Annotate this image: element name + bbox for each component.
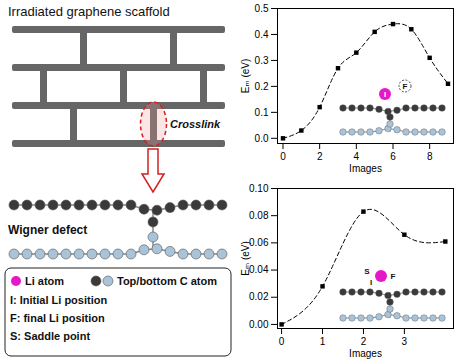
svg-text:0.10: 0.10 <box>249 183 269 194</box>
svg-text:Images: Images <box>349 163 382 174</box>
svg-text:0.1: 0.1 <box>255 107 269 118</box>
svg-text:0: 0 <box>280 151 286 162</box>
svg-text:I: Initial Li position: I: Initial Li position <box>10 294 107 306</box>
svg-text:4: 4 <box>354 151 360 162</box>
svg-text:F: F <box>391 272 396 281</box>
svg-text:Eₘ (eV): Eₘ (eV) <box>240 59 251 94</box>
svg-text:0.0: 0.0 <box>255 133 269 144</box>
svg-text:S: Saddle point: S: Saddle point <box>10 330 90 342</box>
svg-text:Eₘ (eV): Eₘ (eV) <box>240 241 251 276</box>
svg-text:F: final Li position: F: final Li position <box>10 312 105 324</box>
svg-text:0.2: 0.2 <box>255 81 269 92</box>
svg-text:8: 8 <box>427 151 433 162</box>
svg-text:I: I <box>384 90 386 99</box>
svg-text:F: F <box>403 82 408 91</box>
svg-text:0.3: 0.3 <box>255 55 269 66</box>
svg-text:1: 1 <box>320 336 326 347</box>
svg-text:6: 6 <box>390 151 396 162</box>
svg-text:0.06: 0.06 <box>249 237 269 248</box>
svg-text:3: 3 <box>402 336 408 347</box>
svg-text:0.02: 0.02 <box>249 291 269 302</box>
svg-text:Wigner defect: Wigner defect <box>8 223 87 237</box>
svg-text:I: I <box>370 278 372 287</box>
svg-text:0.5: 0.5 <box>255 3 269 14</box>
svg-text:Top/bottom C atom: Top/bottom C atom <box>117 275 217 287</box>
svg-text:0.4: 0.4 <box>255 29 269 40</box>
svg-text:0.04: 0.04 <box>249 264 269 275</box>
svg-text:0: 0 <box>279 336 285 347</box>
svg-text:S: S <box>364 267 370 276</box>
svg-text:Images: Images <box>349 348 382 359</box>
svg-text:0.08: 0.08 <box>249 210 269 221</box>
svg-text:2: 2 <box>317 151 323 162</box>
svg-text:Li atom: Li atom <box>25 275 64 287</box>
svg-text:0.00: 0.00 <box>249 319 269 330</box>
svg-text:Crosslink: Crosslink <box>170 118 221 130</box>
svg-text:2: 2 <box>361 336 367 347</box>
svg-text:Irradiated graphene scaffold: Irradiated graphene scaffold <box>8 4 170 19</box>
